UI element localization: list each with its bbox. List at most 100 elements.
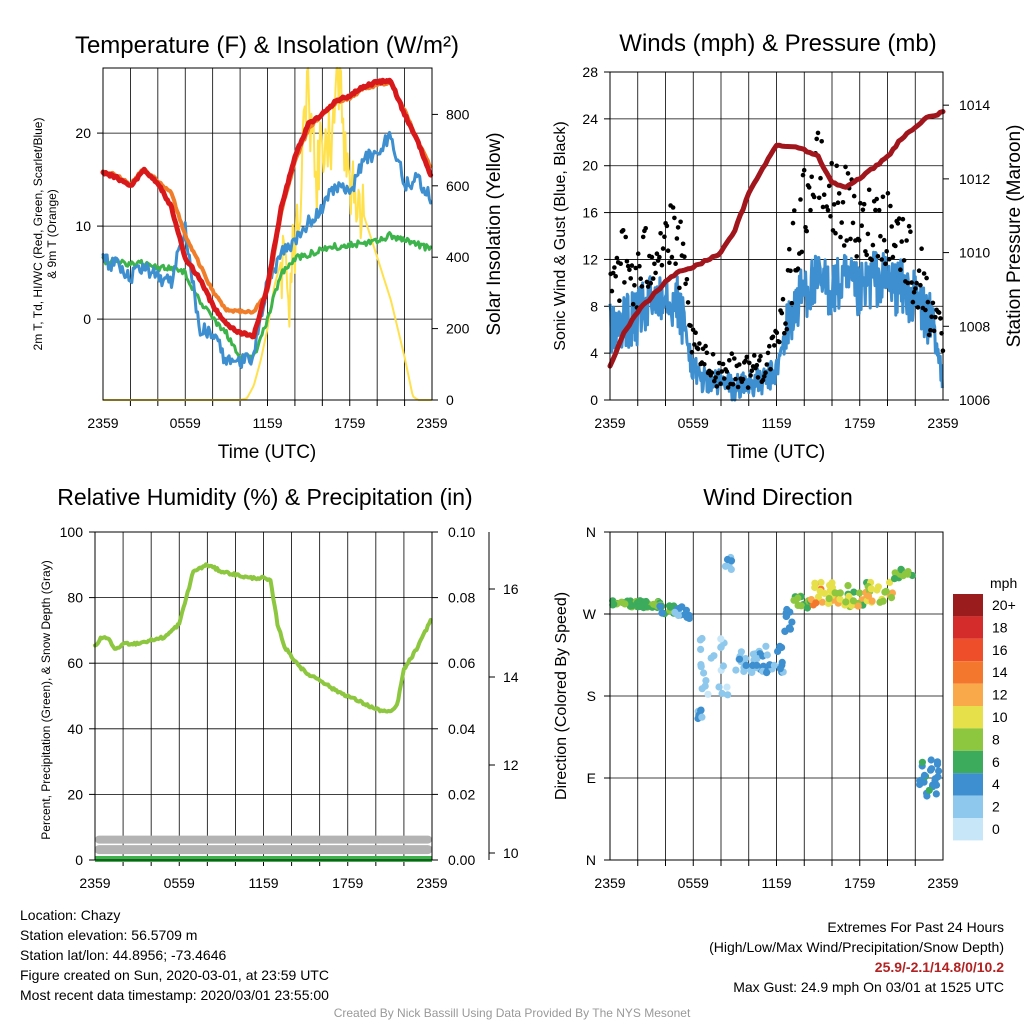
gust-point <box>806 185 812 190</box>
gust-point <box>789 300 795 306</box>
legend-label: 14 <box>992 664 1008 680</box>
legend-label: 4 <box>992 776 1000 792</box>
sonic-wind-line <box>608 250 944 402</box>
gust-point <box>702 362 707 367</box>
gust-point <box>633 265 638 271</box>
gust-point <box>818 175 823 181</box>
x-tick-label: 1759 <box>844 415 875 431</box>
direction-point <box>782 612 790 621</box>
gust-point <box>854 254 859 259</box>
gust-point <box>650 276 656 281</box>
gust-point <box>637 263 642 269</box>
gust-point <box>735 384 741 390</box>
gust-point <box>613 274 618 279</box>
gust-point <box>844 238 849 243</box>
wind-direction-panel: N E S W N 2359 0559 1159 1759 2359 Wind Direction D… <box>553 484 1017 891</box>
gust-point <box>921 271 927 276</box>
gust-point <box>856 238 862 243</box>
y-tick-label: 40 <box>67 721 83 737</box>
max-gust-line: Max Gust: 24.9 mph On 03/01 at 1525 UTC <box>733 979 1004 995</box>
legend-swatch <box>953 795 983 818</box>
gust-point <box>795 266 801 272</box>
gust-point <box>880 194 886 200</box>
direction-point <box>737 648 746 656</box>
gust-point <box>851 193 857 199</box>
y2-tick-label: 600 <box>446 178 470 194</box>
direction-point <box>811 579 819 587</box>
gust-point <box>772 343 777 348</box>
gust-point <box>858 200 863 206</box>
gust-point <box>755 375 761 380</box>
chart-title: Wind Direction <box>703 484 853 510</box>
gust-point <box>617 298 622 304</box>
gust-point <box>709 370 715 376</box>
y2-tick-label: 0.10 <box>448 524 475 540</box>
gust-point <box>704 350 710 356</box>
y2-tick-label: 0.00 <box>448 852 475 868</box>
direction-point <box>704 690 712 698</box>
gust-point <box>640 234 646 240</box>
gust-point <box>643 226 648 231</box>
gust-point <box>909 280 914 285</box>
gust-point <box>784 326 790 332</box>
legend-swatch <box>953 661 983 684</box>
gust-point <box>629 263 635 268</box>
gust-point <box>820 204 826 210</box>
direction-point <box>886 578 894 587</box>
y-tick-label: 100 <box>60 524 84 540</box>
direction-point <box>788 618 796 626</box>
legend-label: 0 <box>992 821 1000 837</box>
gust-point <box>930 300 936 306</box>
direction-point <box>891 569 899 577</box>
gust-point <box>814 136 819 142</box>
gust-point <box>905 280 911 286</box>
legend-label: 10 <box>992 709 1008 725</box>
gust-point <box>825 207 831 213</box>
gust-point <box>644 279 650 285</box>
y2-tick-label: 0.06 <box>448 655 475 671</box>
y2-tick-label: 200 <box>446 321 470 337</box>
direction-point <box>740 667 748 676</box>
direction-point <box>856 589 864 597</box>
winds-plot-frame <box>609 71 944 401</box>
x-tick-label: 2359 <box>927 415 958 431</box>
series-line-2m-td <box>101 231 433 361</box>
direction-point <box>927 756 935 764</box>
direction-point <box>845 592 853 601</box>
direction-point <box>763 669 771 677</box>
direction-point <box>814 593 823 601</box>
gust-point <box>712 378 717 384</box>
gust-point <box>843 164 848 170</box>
chart-title: Temperature (F) & Insolation (W/m²) <box>75 32 459 59</box>
gust-point <box>788 268 793 274</box>
gust-point <box>845 171 851 176</box>
direction-point <box>683 613 691 622</box>
y-axis-label: Percent, Precipitation (Green), & Snow D… <box>39 560 53 839</box>
gust-point <box>678 219 683 225</box>
chart-title: Relative Humidity (%) & Precipitation (i… <box>57 484 472 510</box>
gust-point <box>725 385 731 390</box>
gust-point <box>620 228 626 233</box>
gust-point <box>798 197 803 202</box>
gust-point <box>639 284 645 289</box>
winds-pressure-panel: 0 4 8 12 16 20 24 28 1006 1008 1010 1012 1014 2359 055… <box>552 30 1024 463</box>
gust-point <box>908 229 913 234</box>
gust-point <box>727 358 732 363</box>
gust-point <box>612 265 617 270</box>
x-tick-label: 1159 <box>761 875 791 891</box>
latlon-line: Station lat/lon: 44.8956; -73.4646 <box>20 947 227 963</box>
gust-point <box>763 370 768 376</box>
gust-point <box>655 258 661 263</box>
gust-point <box>780 296 786 302</box>
direction-point <box>719 662 728 670</box>
gust-point <box>673 261 678 267</box>
gust-point <box>638 276 643 282</box>
gust-point <box>873 207 878 213</box>
gust-point <box>876 207 882 213</box>
gust-point <box>874 196 879 202</box>
gust-point <box>720 361 726 367</box>
legend-label: 16 <box>992 642 1008 658</box>
location-line: Location: Chazy <box>20 907 121 923</box>
direction-point <box>916 777 924 785</box>
gust-point <box>838 234 843 240</box>
